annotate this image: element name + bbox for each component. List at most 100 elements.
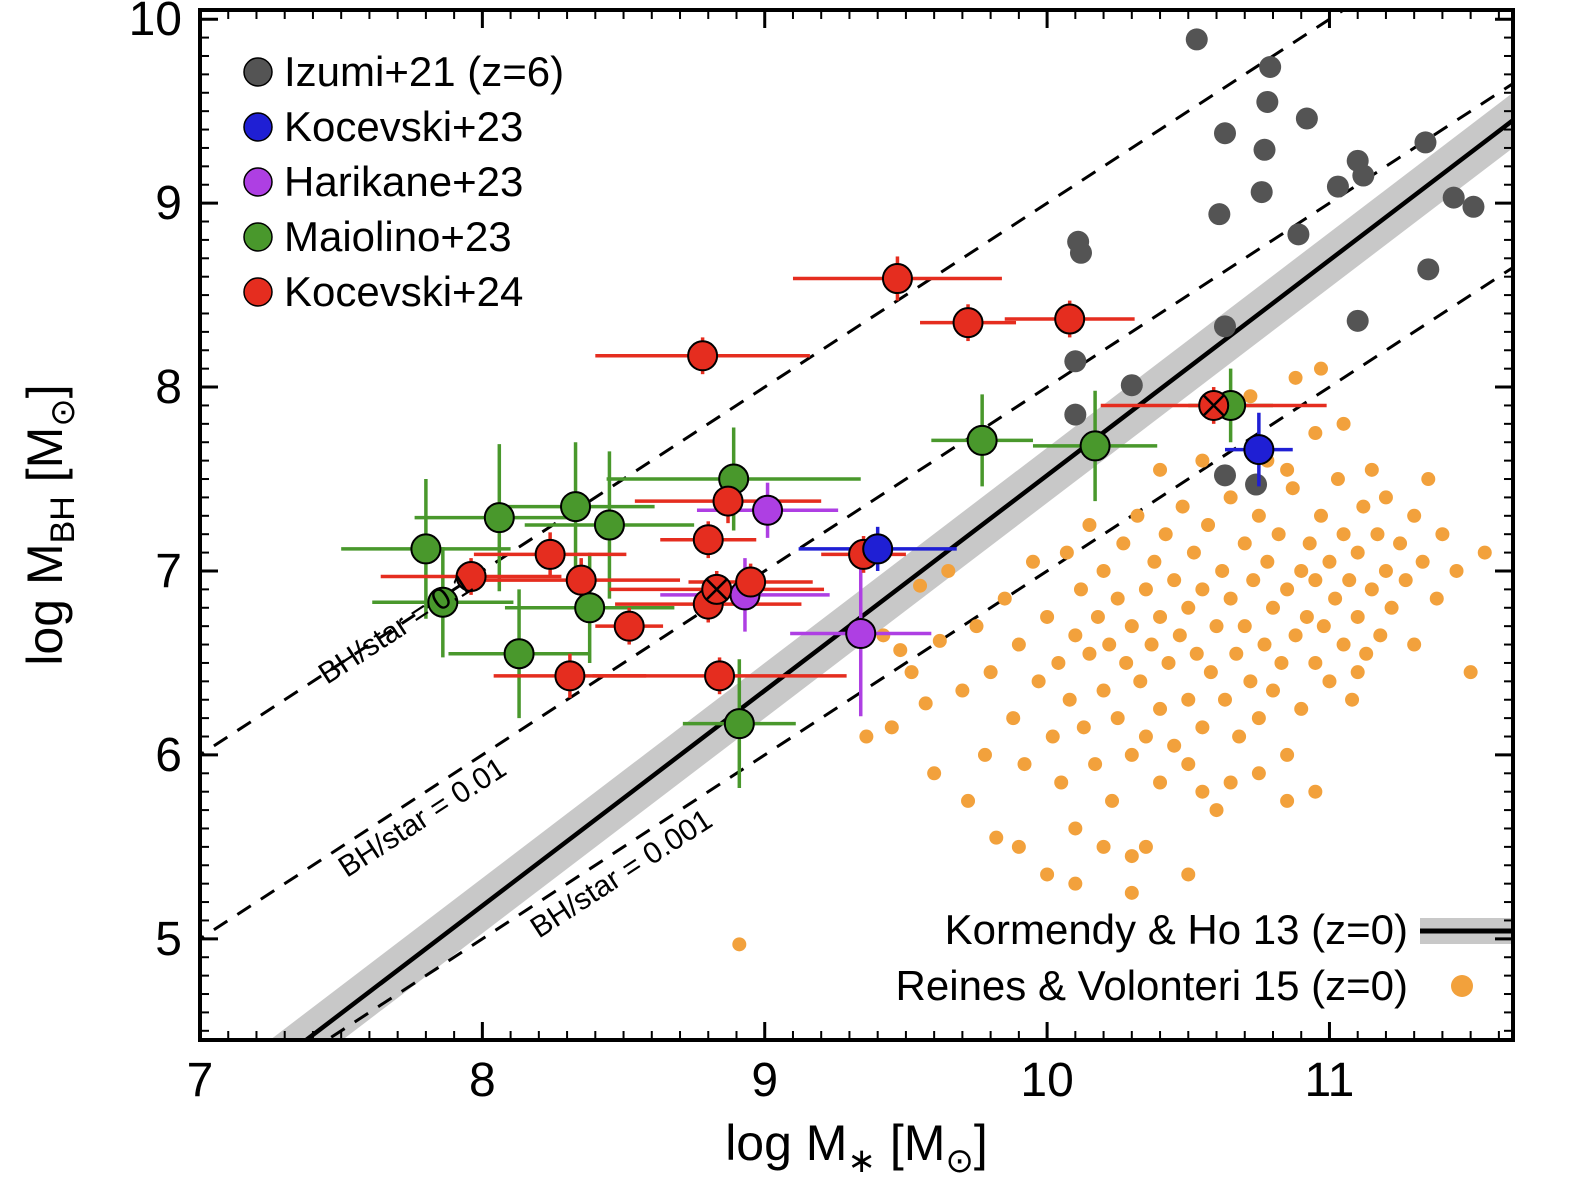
data-point xyxy=(1364,582,1379,597)
data-point xyxy=(845,618,877,650)
y-axis-title: log MBH [M⊙] xyxy=(17,384,82,665)
data-point xyxy=(1330,472,1345,487)
data-point xyxy=(1213,315,1236,338)
data-point xyxy=(1147,554,1162,569)
data-point xyxy=(1223,490,1238,505)
data-point xyxy=(1223,775,1238,790)
data-point xyxy=(1054,303,1086,335)
legend-label-2: Harikane+23 xyxy=(284,158,523,205)
data-point xyxy=(1167,738,1182,753)
data-point xyxy=(952,307,984,339)
data-point xyxy=(1280,462,1295,477)
y-tick-label: 8 xyxy=(155,361,182,414)
data-point xyxy=(859,729,874,744)
data-point xyxy=(1040,867,1055,882)
data-point xyxy=(977,747,992,762)
data-point xyxy=(1017,757,1032,772)
data-point xyxy=(881,263,913,295)
data-point xyxy=(1346,309,1369,332)
ratio-line-label-1: BH/star = 0.01 xyxy=(333,751,513,884)
data-point xyxy=(455,561,487,592)
data-point xyxy=(687,340,719,372)
data-point xyxy=(1124,849,1139,864)
data-point xyxy=(723,708,755,740)
data-point xyxy=(1308,655,1323,670)
plot-area xyxy=(200,10,1513,1040)
data-point xyxy=(1265,683,1280,698)
data-point xyxy=(1040,609,1055,624)
data-point xyxy=(1062,692,1077,707)
data-point xyxy=(1256,90,1279,113)
data-point xyxy=(1181,692,1196,707)
data-point xyxy=(1250,181,1273,204)
legend-dot-swatch xyxy=(1451,975,1473,997)
data-point xyxy=(1096,839,1111,854)
data-point xyxy=(1153,462,1168,477)
data-point xyxy=(1294,563,1309,578)
data-point xyxy=(1274,655,1289,670)
data-point xyxy=(1138,582,1153,597)
data-point xyxy=(1130,508,1145,523)
data-point xyxy=(1223,591,1238,606)
data-point xyxy=(1195,784,1210,799)
legend-label-4: Kocevski+24 xyxy=(284,268,523,315)
data-point xyxy=(1288,370,1303,385)
data-point xyxy=(1090,609,1105,624)
data-point xyxy=(1442,186,1465,209)
data-point xyxy=(1326,175,1349,198)
data-point xyxy=(1120,374,1143,397)
data-point xyxy=(1449,563,1464,578)
legend-label-1: Kocevski+23 xyxy=(284,103,523,150)
data-point xyxy=(1201,518,1216,532)
data-point xyxy=(560,491,592,523)
y-tick-label: 9 xyxy=(155,177,182,230)
data-point xyxy=(1209,803,1224,818)
data-point xyxy=(1064,403,1087,426)
data-point xyxy=(1116,536,1131,551)
data-point xyxy=(1280,582,1295,597)
data-point xyxy=(1322,674,1337,689)
data-point xyxy=(1124,747,1139,762)
data-point xyxy=(961,793,976,808)
data-point xyxy=(1421,472,1436,487)
data-point xyxy=(1259,56,1282,79)
data-point xyxy=(735,566,767,598)
data-point xyxy=(1054,775,1069,790)
data-point xyxy=(1294,701,1309,716)
data-point xyxy=(1011,637,1026,652)
data-point xyxy=(1209,619,1224,634)
data-point xyxy=(1229,646,1244,661)
data-point xyxy=(1350,665,1365,680)
data-point xyxy=(1350,609,1365,624)
data-point xyxy=(1251,711,1266,726)
data-point xyxy=(483,502,515,534)
data-point xyxy=(752,494,784,526)
data-point xyxy=(1237,536,1252,551)
data-point xyxy=(1119,655,1134,670)
data-point xyxy=(1415,554,1430,569)
data-point xyxy=(1342,573,1357,588)
data-point xyxy=(732,937,747,952)
data-point xyxy=(1271,527,1286,542)
data-point xyxy=(1253,138,1276,161)
data-point xyxy=(1110,591,1125,606)
data-point xyxy=(1288,628,1303,643)
data-point xyxy=(1181,600,1196,615)
data-point xyxy=(1243,434,1275,466)
data-point xyxy=(1153,775,1168,790)
data-point xyxy=(1153,701,1168,716)
data-point xyxy=(966,424,998,456)
data-point xyxy=(1257,637,1272,652)
data-point xyxy=(1110,711,1125,726)
data-point xyxy=(1068,876,1083,891)
legend-reines-label: Reines & Volonteri 15 (z=0) xyxy=(896,962,1408,1009)
data-point xyxy=(1073,582,1088,597)
data-point xyxy=(1138,729,1153,744)
data-point xyxy=(1079,430,1111,462)
data-point xyxy=(1287,223,1310,246)
data-point xyxy=(1350,545,1365,560)
data-point xyxy=(1059,545,1074,560)
data-point xyxy=(1181,867,1196,882)
data-point xyxy=(410,533,442,565)
